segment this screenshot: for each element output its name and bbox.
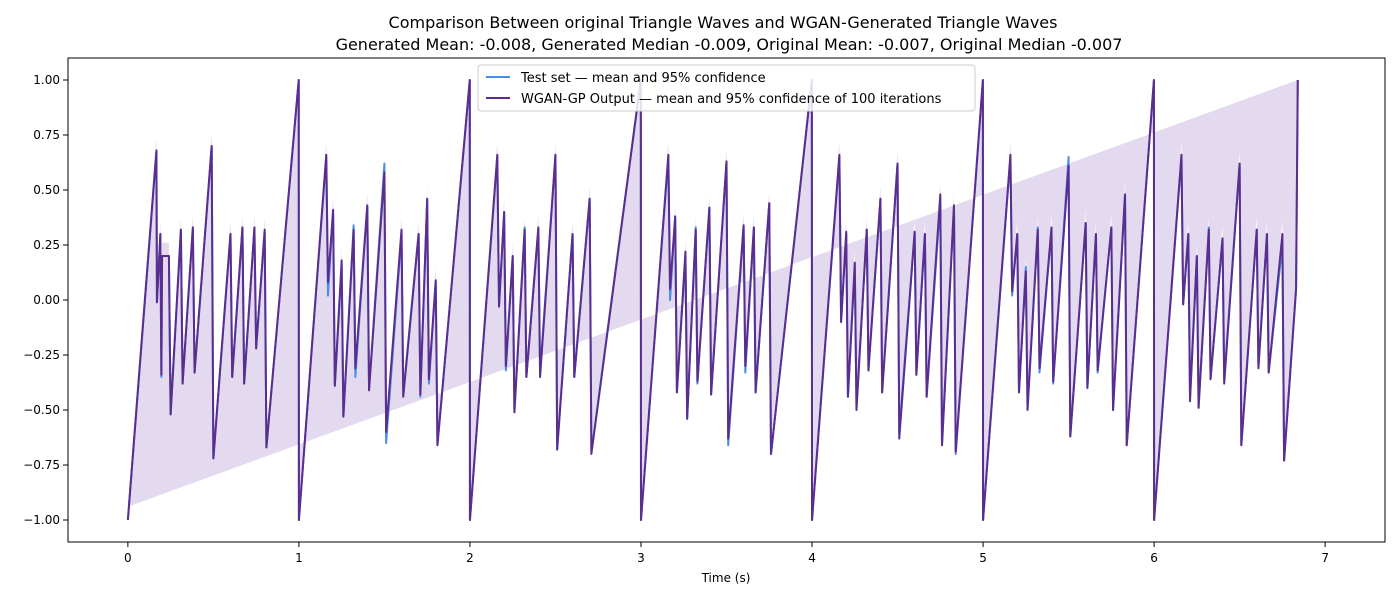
legend: Test set — mean and 95% confidence WGAN-… — [477, 64, 976, 112]
series-line-wgan-gp-output — [126, 79, 1299, 521]
y-tick-label: 0.25 — [33, 238, 60, 252]
y-tick-label: −0.75 — [23, 458, 60, 472]
x-tick-label: 2 — [466, 551, 474, 565]
chart-subtitle: Generated Mean: -0.008, Generated Median… — [336, 35, 1123, 54]
plot-area — [126, 79, 1299, 521]
x-tick-label: 0 — [124, 551, 132, 565]
y-tick-label: 0.75 — [33, 128, 60, 142]
x-tick-label: 7 — [1321, 551, 1329, 565]
y-axis-ticks: −1.00 −0.75 −0.50 −0.25 0.00 0.25 0.50 0.75 1.00 — [23, 73, 68, 527]
y-tick-label: 0.50 — [33, 183, 60, 197]
x-tick-label: 6 — [1150, 551, 1158, 565]
series-band-wgan-gp-output — [127, 80, 1298, 507]
x-axis-label: Time (s) — [701, 571, 751, 585]
y-tick-label: 1.00 — [33, 73, 60, 87]
x-tick-label: 3 — [637, 551, 645, 565]
x-tick-label: 4 — [808, 551, 816, 565]
y-tick-label: −0.50 — [23, 403, 60, 417]
chart-title: Comparison Between original Triangle Wav… — [389, 13, 1058, 32]
legend-label-wgan-gp-output: WGAN-GP Output — mean and 95% confidence… — [521, 92, 942, 107]
x-tick-label: 1 — [295, 551, 303, 565]
x-axis-ticks: 0 1 2 3 4 5 6 7 — [124, 542, 1329, 565]
y-tick-label: −0.25 — [23, 348, 60, 362]
legend-label-test-set: Test set — mean and 95% confidence — [520, 71, 766, 86]
y-tick-label: −1.00 — [23, 513, 60, 527]
x-tick-label: 5 — [979, 551, 987, 565]
legend-box — [477, 64, 976, 112]
y-tick-label: 0.00 — [33, 293, 60, 307]
axes-frame — [67, 57, 1386, 543]
